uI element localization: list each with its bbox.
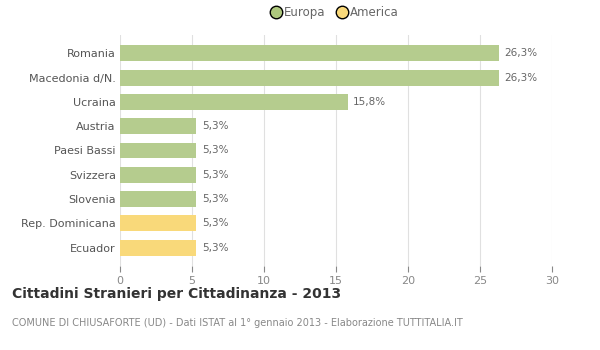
Text: 15,8%: 15,8% (353, 97, 386, 107)
Bar (120, 167, 196, 183)
Bar (120, 118, 196, 134)
Bar (120, 94, 347, 110)
Text: Cittadini Stranieri per Cittadinanza - 2013: Cittadini Stranieri per Cittadinanza - 2… (12, 287, 341, 301)
Bar (120, 142, 196, 159)
Bar (120, 216, 196, 231)
Text: 5,3%: 5,3% (202, 218, 229, 228)
Bar (120, 191, 196, 207)
Bar (120, 240, 196, 256)
Legend: Europa, America: Europa, America (273, 6, 399, 19)
Text: COMUNE DI CHIUSAFORTE (UD) - Dati ISTAT al 1° gennaio 2013 - Elaborazione TUTTIT: COMUNE DI CHIUSAFORTE (UD) - Dati ISTAT … (12, 318, 463, 329)
Text: 5,3%: 5,3% (202, 194, 229, 204)
Text: 5,3%: 5,3% (202, 121, 229, 131)
Text: 26,3%: 26,3% (505, 48, 538, 58)
Text: 26,3%: 26,3% (505, 73, 538, 83)
Text: 5,3%: 5,3% (202, 243, 229, 253)
Bar (120, 46, 499, 61)
Text: 5,3%: 5,3% (202, 170, 229, 180)
Text: 5,3%: 5,3% (202, 146, 229, 155)
Bar (120, 70, 499, 85)
